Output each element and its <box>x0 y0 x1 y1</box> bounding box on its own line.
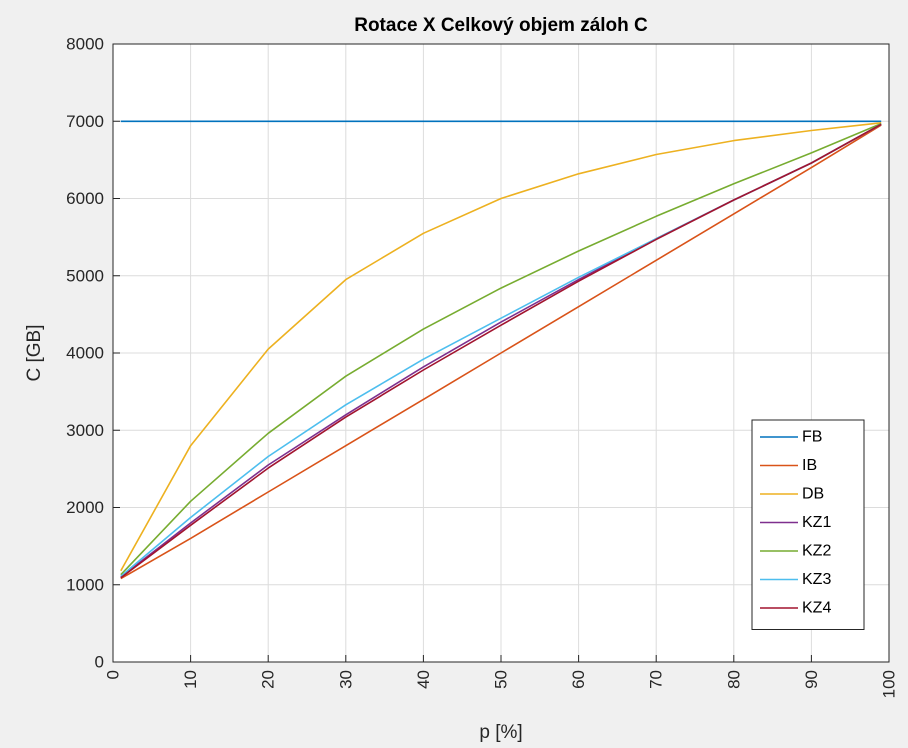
legend-label-kz4: KZ4 <box>802 600 831 617</box>
legend-label-kz3: KZ3 <box>802 571 831 588</box>
series-line-ib <box>120 124 882 580</box>
x-tick-label: 30 <box>336 670 355 689</box>
legend-box <box>751 419 865 630</box>
x-tick-label: 50 <box>492 670 511 689</box>
legend-label-kz1: KZ1 <box>802 514 831 531</box>
y-axis-title: C [GB] <box>24 324 45 381</box>
y-tick-label: 3000 <box>66 421 104 440</box>
series-line-db <box>120 122 882 572</box>
x-axis-title: p [%] <box>479 722 522 743</box>
x-tick-label: 20 <box>259 670 278 689</box>
x-tick-label: 90 <box>802 670 821 689</box>
y-tick-label: 8000 <box>66 35 104 54</box>
x-tick-label: 70 <box>647 670 666 689</box>
legend-label-db: DB <box>802 486 824 503</box>
y-tick-label: 0 <box>95 653 104 672</box>
series-line-kz2 <box>120 122 882 576</box>
y-tick-label: 7000 <box>66 112 104 131</box>
x-tick-label: 10 <box>181 670 200 689</box>
x-tick-label: 60 <box>569 670 588 689</box>
series-line-kz4 <box>120 123 882 579</box>
legend-label-fb: FB <box>802 429 822 446</box>
axis-ticks: 0 10 20 30 40 50 60 70 80 90 100010002000300040005… <box>66 35 898 699</box>
y-tick-label: 6000 <box>66 189 104 208</box>
y-tick-label: 2000 <box>66 498 104 517</box>
y-tick-label: 1000 <box>66 575 104 594</box>
x-tick-label: 100 <box>880 670 899 698</box>
y-tick-label: 4000 <box>66 344 104 363</box>
legend-label-kz2: KZ2 <box>802 543 831 560</box>
y-tick-label: 5000 <box>66 266 104 285</box>
x-tick-label: 80 <box>724 670 743 689</box>
legend-label-ib: IB <box>802 457 817 474</box>
series-lines <box>120 120 882 580</box>
x-tick-label: 0 <box>104 670 123 679</box>
x-tick-label: 40 <box>414 670 433 689</box>
legend: FB IB DB KZ1 KZ2 KZ3 KZ4 <box>751 419 865 630</box>
chart-title: Rotace X Celkový objem záloh C <box>354 15 648 36</box>
